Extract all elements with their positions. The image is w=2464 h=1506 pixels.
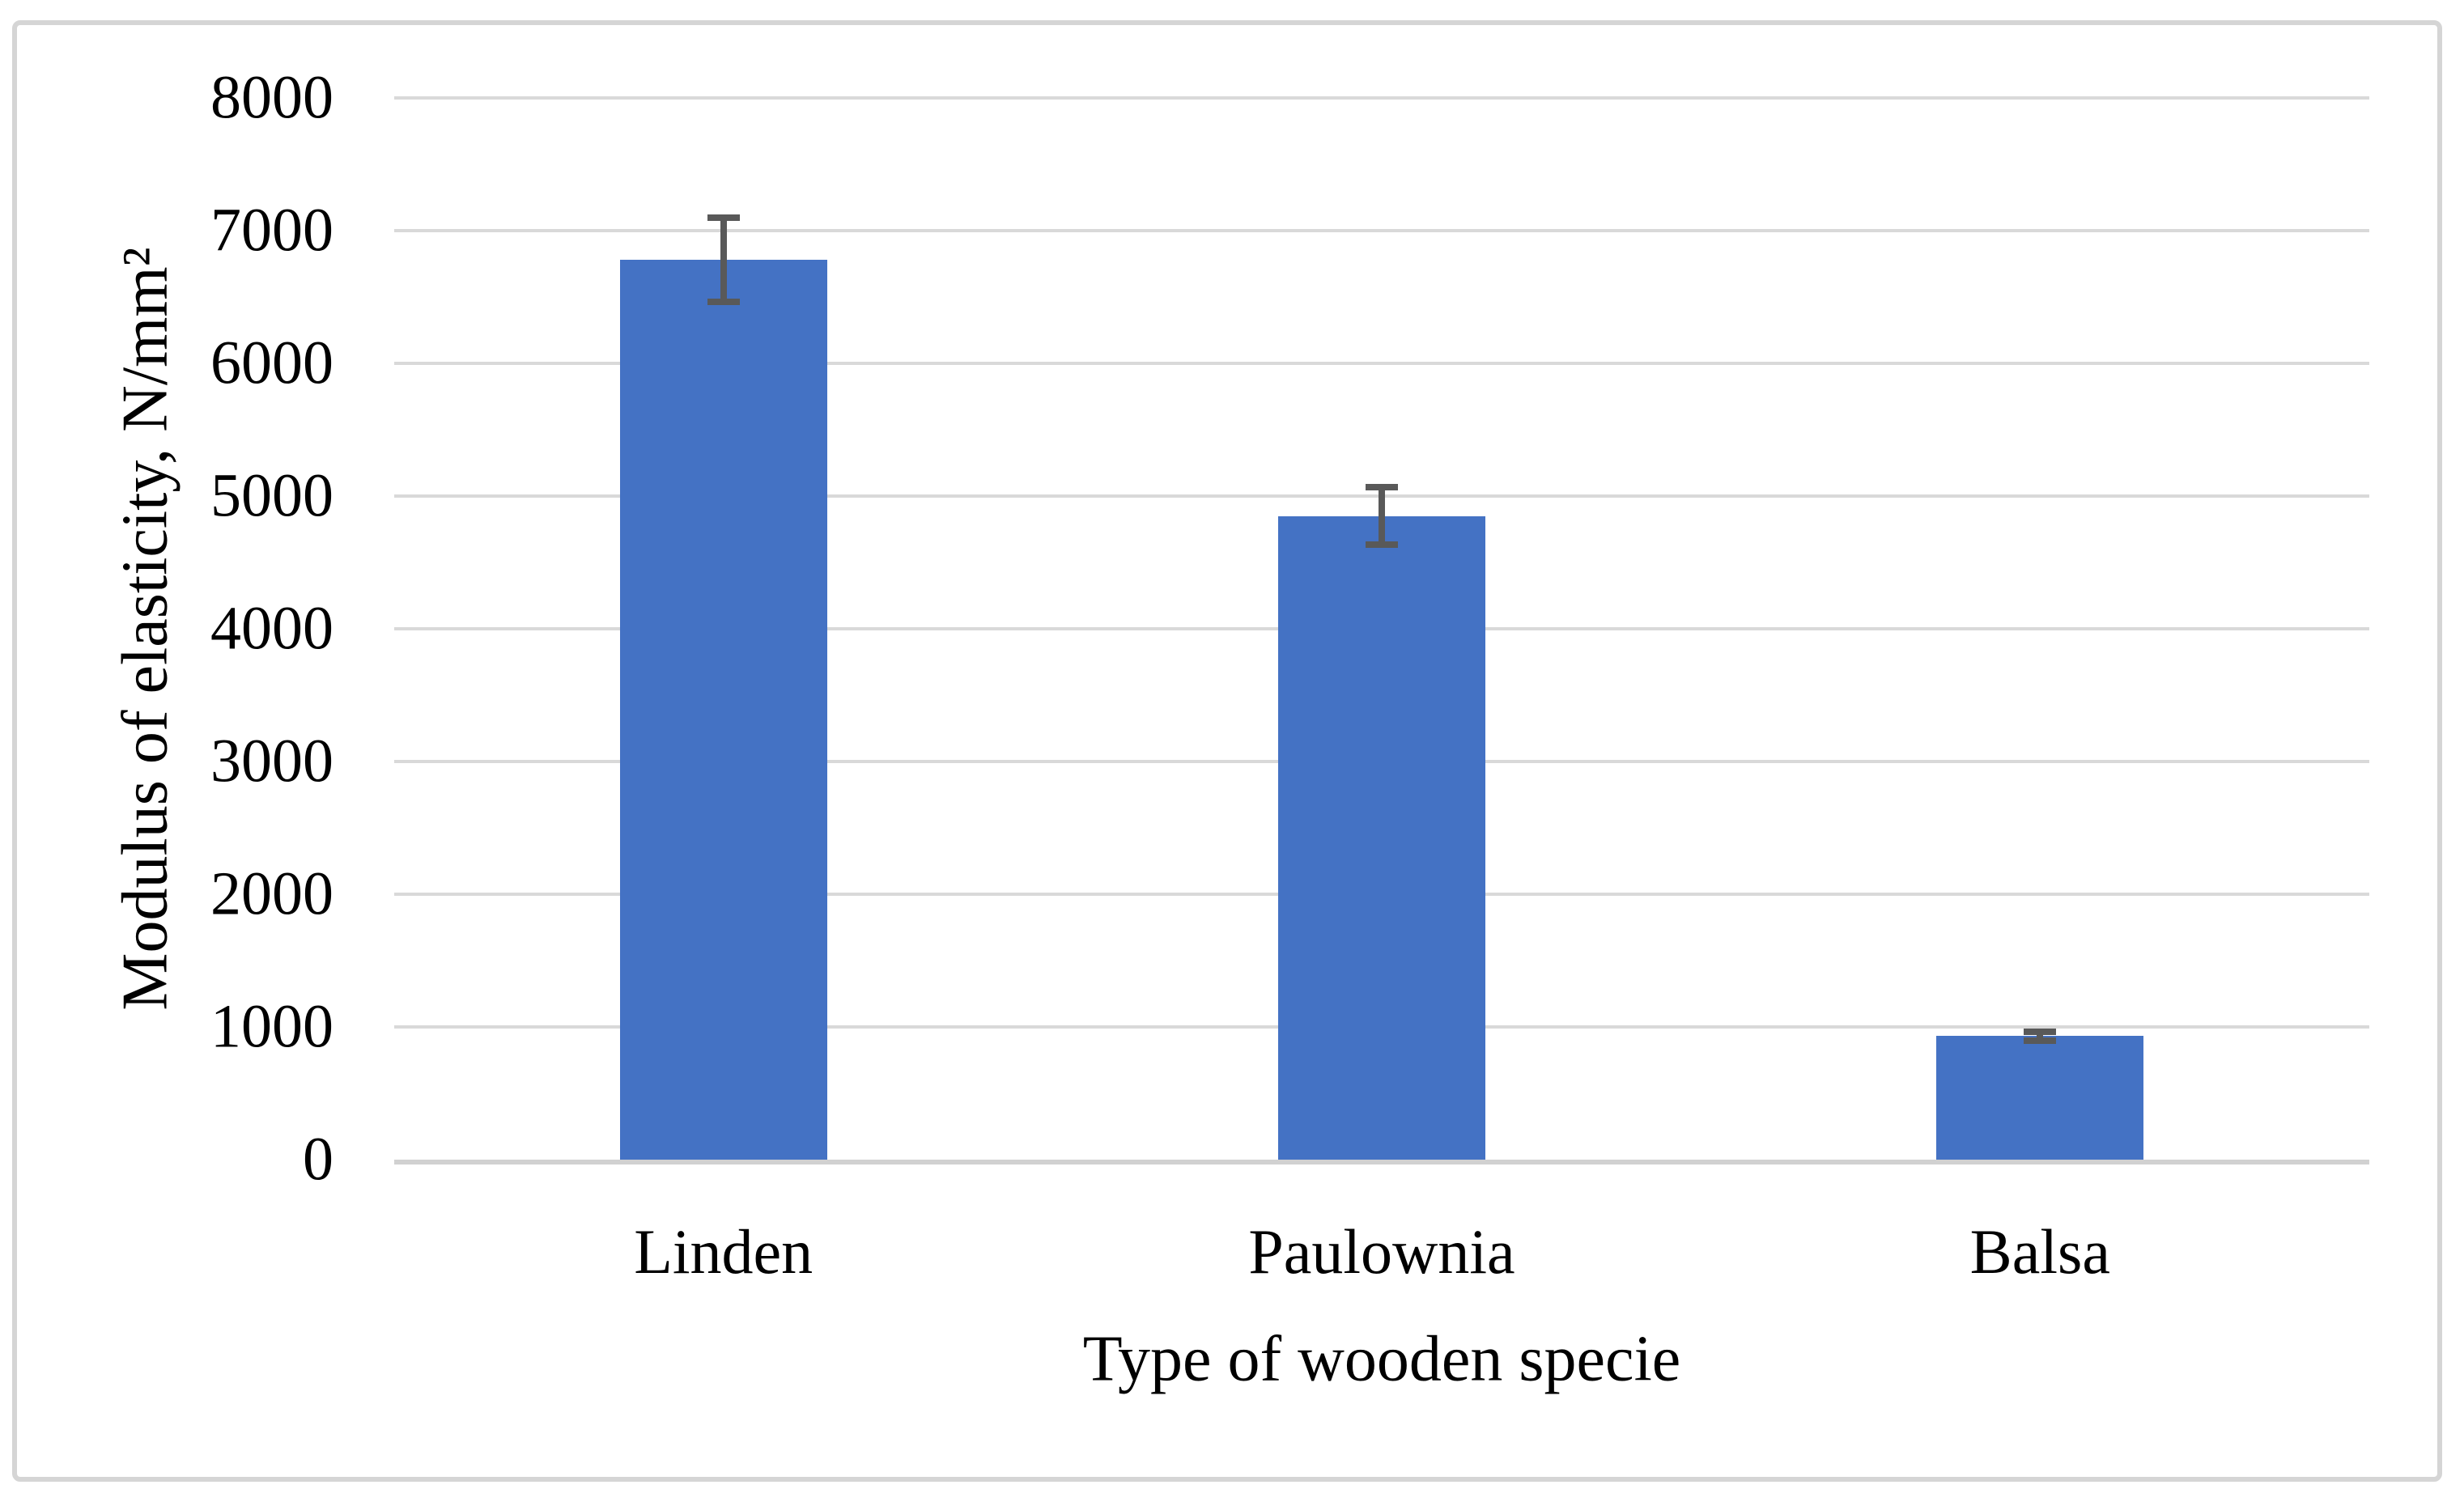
y-tick-label-8000: 8000 xyxy=(210,63,333,132)
x-axis-line xyxy=(394,1160,2369,1164)
chart-outer-border xyxy=(12,20,2442,1482)
y-tick-label-3000: 3000 xyxy=(210,727,333,795)
error-bar-bottom-cap-balsa xyxy=(2024,1037,2057,1044)
plot-area xyxy=(394,96,2369,1164)
error-bar-bottom-cap-linden xyxy=(707,298,740,305)
y-tick-label-2000: 2000 xyxy=(210,859,333,928)
y-tick-label-7000: 7000 xyxy=(210,196,333,265)
y-tick-label-5000: 5000 xyxy=(210,461,333,530)
gridline-6000 xyxy=(394,362,2369,365)
error-bar-top-cap-paulownia xyxy=(1366,484,1398,491)
gridline-7000 xyxy=(394,229,2369,232)
bar-linden xyxy=(619,260,827,1160)
x-category-label-balsa: Balsa xyxy=(1969,1216,2110,1287)
x-category-label-linden: Linden xyxy=(634,1216,814,1287)
y-tick-label-0: 0 xyxy=(303,1125,333,1194)
x-axis-title: Type of wooden specie xyxy=(1082,1323,1681,1395)
y-axis-title: Modulus of elasticity, N/mm² xyxy=(109,247,181,1011)
y-tick-label-1000: 1000 xyxy=(210,992,333,1061)
gridline-8000 xyxy=(394,96,2369,100)
error-bar-top-cap-linden xyxy=(707,214,740,222)
error-bar-stem-paulownia xyxy=(1379,484,1385,548)
error-bar-stem-linden xyxy=(720,214,727,305)
error-bar-top-cap-balsa xyxy=(2024,1029,2057,1036)
bar-paulownia xyxy=(1278,515,1485,1160)
y-tick-label-4000: 4000 xyxy=(210,594,333,663)
x-category-label-paulownia: Paulownia xyxy=(1248,1216,1515,1287)
error-bar-stem-balsa xyxy=(2037,1029,2044,1044)
y-tick-label-6000: 6000 xyxy=(210,329,333,397)
bar-balsa xyxy=(1936,1036,2144,1160)
error-bar-bottom-cap-paulownia xyxy=(1366,541,1398,548)
